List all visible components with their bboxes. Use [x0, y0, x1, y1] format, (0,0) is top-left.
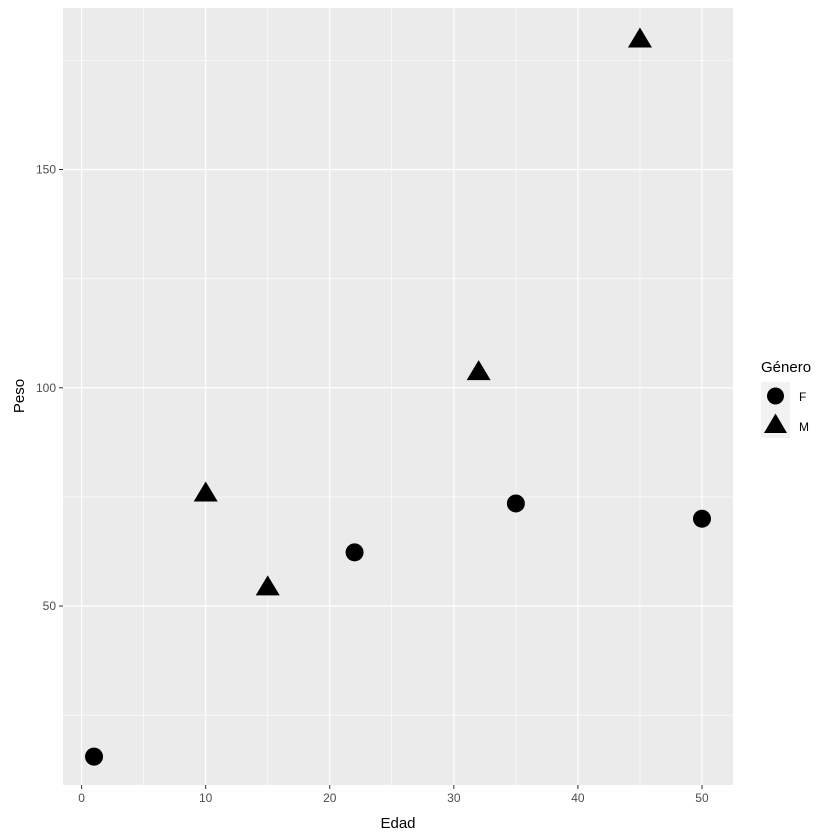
- x-tick-label: 50: [695, 791, 709, 805]
- point-f: [692, 509, 711, 528]
- grid-minor: [63, 8, 733, 785]
- legend-label-f: F: [799, 390, 806, 404]
- x-tick-label: 0: [78, 791, 85, 805]
- y-tick-label: 150: [36, 163, 56, 177]
- x-tick-label: 10: [199, 791, 213, 805]
- point-m: [466, 360, 491, 381]
- legend-m-icon: [764, 413, 787, 433]
- data-points: [85, 27, 711, 766]
- grid-major: [63, 8, 733, 785]
- y-tick-label: 100: [36, 381, 56, 395]
- x-tick-label: 40: [571, 791, 585, 805]
- point-m: [627, 27, 652, 48]
- x-axis-title: Edad: [380, 815, 415, 832]
- point-f: [506, 494, 525, 513]
- y-axis-title: Peso: [11, 379, 28, 413]
- legend-title: Género: [761, 359, 811, 376]
- y-tick-label: 50: [43, 599, 57, 613]
- legend: Género F M: [761, 359, 811, 438]
- legend-label-m: M: [799, 420, 809, 434]
- x-tick-label: 20: [323, 791, 337, 805]
- plot-panel: [63, 8, 733, 785]
- point-f: [85, 747, 104, 766]
- legend-f-icon: [767, 387, 784, 405]
- x-axis: 0 10 20 30 40 50: [78, 785, 709, 805]
- point-m: [255, 575, 280, 596]
- y-axis: 50 100 150: [36, 163, 63, 613]
- x-tick-label: 30: [447, 791, 461, 805]
- point-m: [193, 481, 218, 502]
- point-f: [345, 543, 364, 562]
